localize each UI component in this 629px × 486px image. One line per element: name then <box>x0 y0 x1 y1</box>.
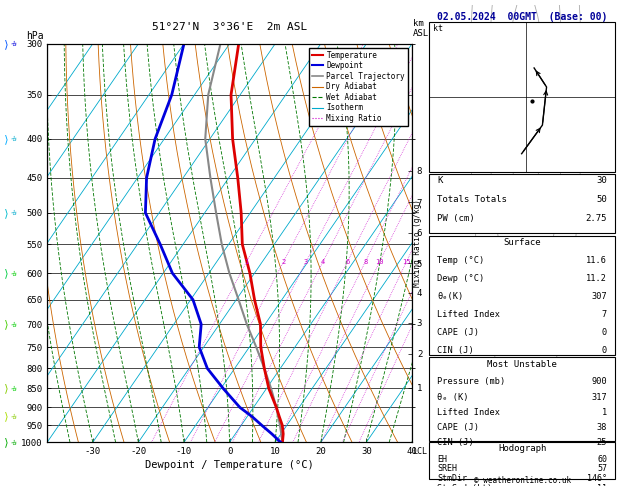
Text: »: » <box>7 268 18 279</box>
Text: EH: EH <box>437 455 447 464</box>
Text: ⟩: ⟩ <box>3 412 9 421</box>
Text: θₑ (K): θₑ (K) <box>437 393 469 401</box>
Text: Lifted Index: Lifted Index <box>437 408 500 417</box>
Text: 0: 0 <box>602 347 607 355</box>
Text: Lifted Index: Lifted Index <box>437 310 500 319</box>
Text: ⟩: ⟩ <box>3 208 9 218</box>
Text: 11.6: 11.6 <box>586 256 607 265</box>
Text: 60: 60 <box>597 455 607 464</box>
Text: hPa: hPa <box>26 31 44 41</box>
Text: 30: 30 <box>596 176 607 185</box>
Text: CIN (J): CIN (J) <box>437 347 474 355</box>
Text: ⟩: ⟩ <box>3 437 9 447</box>
Text: StmDir: StmDir <box>437 474 467 483</box>
Text: 900: 900 <box>591 377 607 386</box>
Text: ⟩: ⟩ <box>3 319 9 329</box>
Text: 57: 57 <box>597 465 607 473</box>
Text: SREH: SREH <box>437 465 457 473</box>
Text: 3: 3 <box>304 259 308 265</box>
Text: 50: 50 <box>596 195 607 205</box>
Text: km
ASL: km ASL <box>413 19 430 38</box>
Text: 15: 15 <box>402 259 411 265</box>
Text: »: » <box>7 133 18 144</box>
Text: 11.2: 11.2 <box>586 274 607 283</box>
Text: »: » <box>7 411 18 422</box>
Text: »: » <box>7 436 18 448</box>
Text: 38: 38 <box>597 423 607 432</box>
Text: © weatheronline.co.uk: © weatheronline.co.uk <box>474 476 571 485</box>
Text: 2: 2 <box>281 259 286 265</box>
Bar <box>429 357 615 441</box>
Text: »: » <box>7 207 18 218</box>
Legend: Temperature, Dewpoint, Parcel Trajectory, Dry Adiabat, Wet Adiabat, Isotherm, Mi: Temperature, Dewpoint, Parcel Trajectory… <box>309 48 408 126</box>
Text: ⟩: ⟩ <box>3 39 9 49</box>
Bar <box>429 174 615 233</box>
Text: 317: 317 <box>591 393 607 401</box>
Text: 307: 307 <box>591 292 607 301</box>
Text: Hodograph: Hodograph <box>498 444 546 452</box>
Bar <box>429 236 615 355</box>
Text: CIN (J): CIN (J) <box>437 438 474 447</box>
Text: 4: 4 <box>321 259 325 265</box>
Text: ⟩: ⟩ <box>3 268 9 278</box>
Text: Totals Totals: Totals Totals <box>437 195 507 205</box>
X-axis label: Dewpoint / Temperature (°C): Dewpoint / Temperature (°C) <box>145 460 314 470</box>
Text: 51°27'N  3°36'E  2m ASL: 51°27'N 3°36'E 2m ASL <box>152 21 307 32</box>
Text: 2.75: 2.75 <box>586 214 607 224</box>
Text: 02.05.2024  00GMT  (Base: 00): 02.05.2024 00GMT (Base: 00) <box>437 12 607 22</box>
Bar <box>429 442 615 479</box>
Text: LCL: LCL <box>413 447 428 456</box>
Text: 8: 8 <box>363 259 367 265</box>
Text: 1: 1 <box>245 259 248 265</box>
Text: 11: 11 <box>597 484 607 486</box>
Text: Temp (°C): Temp (°C) <box>437 256 484 265</box>
Text: 0: 0 <box>602 328 607 337</box>
Text: »: » <box>7 383 18 394</box>
Text: Mixing Ratio (g/kg): Mixing Ratio (g/kg) <box>413 199 422 287</box>
Text: »: » <box>7 319 18 330</box>
Text: PW (cm): PW (cm) <box>437 214 475 224</box>
Text: 146°: 146° <box>587 474 607 483</box>
Text: 7: 7 <box>602 310 607 319</box>
Text: 10: 10 <box>376 259 384 265</box>
Text: Pressure (mb): Pressure (mb) <box>437 377 505 386</box>
Bar <box>429 21 615 172</box>
Text: K: K <box>437 176 442 185</box>
Text: 6: 6 <box>345 259 349 265</box>
Text: 25: 25 <box>597 438 607 447</box>
Text: Surface: Surface <box>503 238 541 247</box>
Text: CAPE (J): CAPE (J) <box>437 328 479 337</box>
Text: ⟩: ⟩ <box>3 383 9 394</box>
Text: ⟩: ⟩ <box>3 134 9 144</box>
Text: Most Unstable: Most Unstable <box>487 360 557 369</box>
Text: CAPE (J): CAPE (J) <box>437 423 479 432</box>
Text: Dewp (°C): Dewp (°C) <box>437 274 484 283</box>
Text: »: » <box>7 38 18 50</box>
Text: θₑ(K): θₑ(K) <box>437 292 463 301</box>
Text: StmSpd (kt): StmSpd (kt) <box>437 484 492 486</box>
Text: 1: 1 <box>602 408 607 417</box>
Text: kt: kt <box>433 24 443 33</box>
